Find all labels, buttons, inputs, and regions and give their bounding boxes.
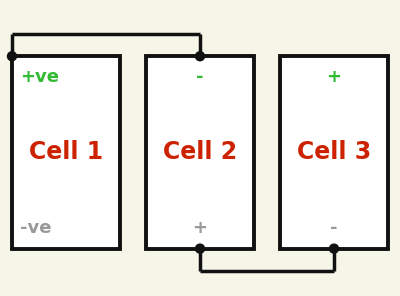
Bar bbox=[146, 56, 254, 249]
Text: -ve: -ve bbox=[20, 219, 52, 237]
Text: +ve: +ve bbox=[20, 68, 59, 86]
Text: -: - bbox=[330, 219, 338, 237]
Text: Cell 1: Cell 1 bbox=[29, 140, 103, 165]
Bar bbox=[12, 56, 120, 249]
Text: Cell 3: Cell 3 bbox=[297, 140, 371, 165]
Circle shape bbox=[8, 52, 16, 61]
Circle shape bbox=[330, 244, 338, 253]
Text: +: + bbox=[326, 68, 342, 86]
Circle shape bbox=[196, 244, 204, 253]
Text: +: + bbox=[192, 219, 208, 237]
Text: -: - bbox=[196, 68, 204, 86]
Bar bbox=[280, 56, 388, 249]
Circle shape bbox=[196, 52, 204, 61]
Text: Cell 2: Cell 2 bbox=[163, 140, 237, 165]
